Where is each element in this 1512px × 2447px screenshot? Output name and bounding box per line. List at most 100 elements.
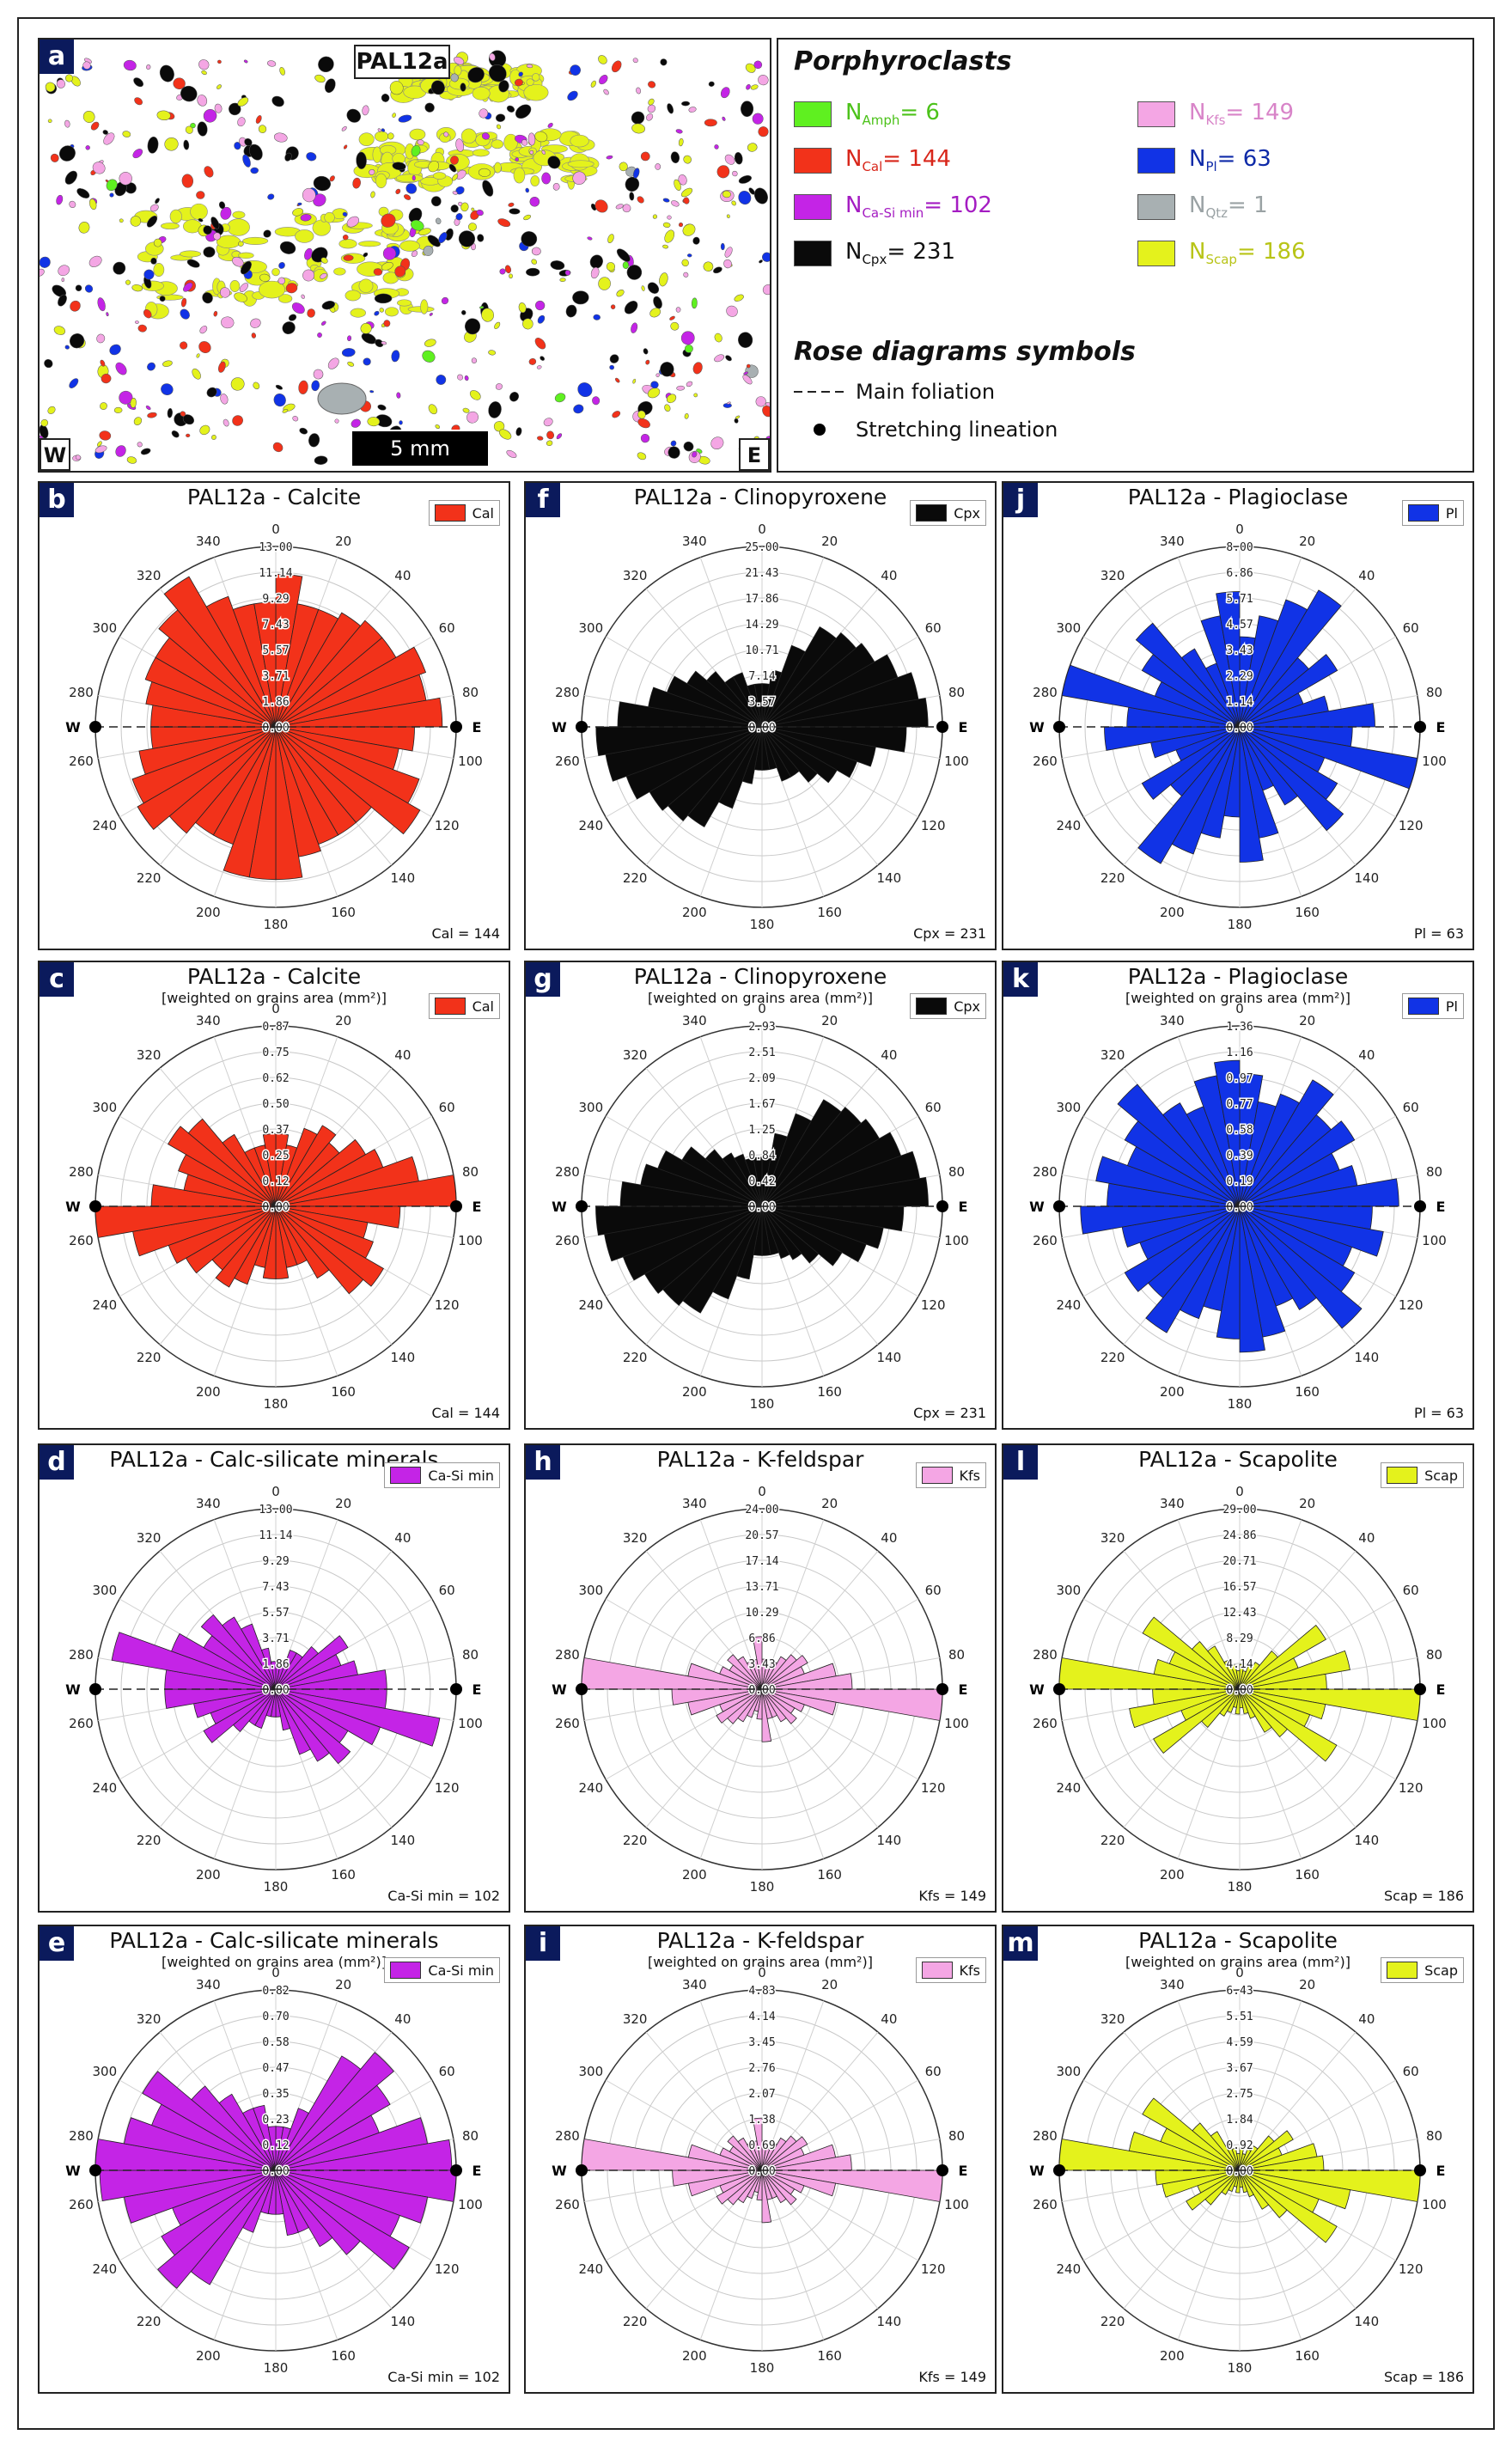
angle-label: 240 <box>1056 1297 1081 1313</box>
legend-item-label: NKfs= 149 <box>1189 100 1294 128</box>
angle-label: 100 <box>944 2197 969 2212</box>
angle-label: 0 <box>758 522 766 537</box>
angle-label: 320 <box>623 1530 648 1546</box>
rose-petal <box>1216 591 1241 728</box>
angle-label: 340 <box>1160 1977 1185 1992</box>
west-label: W <box>40 438 70 471</box>
grain-count: Kfs = 149 <box>918 2369 986 2385</box>
rose-petal <box>222 1133 277 1207</box>
angle-label: 140 <box>877 1350 902 1365</box>
angle-label: 180 <box>750 2360 775 2376</box>
rose-petal <box>752 2117 763 2171</box>
rose-petal <box>131 726 277 804</box>
rose-petal <box>1142 1616 1241 1690</box>
radial-tick-label: 0.62 <box>262 1072 289 1085</box>
angle-label: 280 <box>555 1647 580 1663</box>
angle-label: 220 <box>137 1350 162 1365</box>
radial-tick-label: 4.14 <box>1226 1658 1253 1671</box>
angle-label: 260 <box>1033 754 1058 769</box>
angle-label: 60 <box>1403 1100 1419 1115</box>
radial-tick-label: 2.51 <box>748 1047 775 1059</box>
angle-label: 80 <box>948 1164 965 1180</box>
angle-label: 200 <box>682 1867 707 1883</box>
radial-tick-label: 0.87 <box>262 1021 289 1034</box>
angle-label: 160 <box>1295 905 1320 920</box>
angle-label: 20 <box>1299 1496 1315 1511</box>
rose-chart: 0 20 40 60 80 100 120 140 160 180 200 220 240 260 280 3… <box>552 1001 969 1412</box>
legend-count: = 149 <box>1225 100 1295 126</box>
radial-tick-label: 12.43 <box>1222 1607 1256 1620</box>
rose-petal <box>761 2169 787 2204</box>
rose-petal <box>137 726 277 830</box>
rose-petal <box>1235 1669 1241 1690</box>
angle-label: 200 <box>1160 1867 1185 1883</box>
angle-label: 20 <box>335 1496 351 1511</box>
chart-subtitle: [weighted on grains area (mm²)] <box>1125 990 1350 1006</box>
radial-tick-label: 7.14 <box>748 670 775 683</box>
angle-label: 340 <box>682 1013 707 1028</box>
angle-label: 0 <box>758 1484 766 1499</box>
compass-west: W <box>65 1199 81 1215</box>
compass-east: E <box>959 1199 968 1215</box>
rose-petal <box>1214 1059 1241 1207</box>
grid-spoke <box>1177 2000 1241 2171</box>
lineation-dot-west <box>576 2164 588 2176</box>
legend-subscript: Kfs <box>1205 113 1226 129</box>
angle-label: 320 <box>623 2011 648 2027</box>
chart-subtitle: [weighted on grains area (mm²)] <box>162 1954 387 1970</box>
angle-label: 20 <box>1299 1977 1315 1992</box>
legend-count: = 6 <box>899 100 940 126</box>
rose-petal <box>222 1616 277 1690</box>
angle-label: 180 <box>1228 2360 1253 2376</box>
radial-tick-label: 0.77 <box>1226 1098 1253 1111</box>
radial-tick-label: 0.69 <box>748 2139 775 2152</box>
rose-petal <box>1141 726 1241 800</box>
legend-symbol: N <box>845 239 863 265</box>
rose-petal <box>203 1688 277 1743</box>
angle-label: 160 <box>1295 1384 1320 1400</box>
radial-tick-label: 0.37 <box>262 1124 289 1137</box>
legend-label: Cal <box>472 998 494 1015</box>
angle-label: 100 <box>458 2197 483 2212</box>
legend-subscript: Pl <box>1205 159 1217 175</box>
angle-label: 120 <box>435 2261 460 2277</box>
radial-tick-label: 6.86 <box>1226 567 1253 580</box>
angle-label: 180 <box>264 2360 289 2376</box>
radial-tick-label: 3.71 <box>262 670 289 683</box>
rose-petal <box>704 1149 763 1207</box>
rose-petal <box>761 726 792 782</box>
angle-label: 160 <box>331 1384 356 1400</box>
rose-petal <box>205 595 277 728</box>
legend-item-kfs: NKfs= 149 <box>1137 100 1294 129</box>
angle-label: 100 <box>1422 2197 1447 2212</box>
rose-petal <box>161 2169 277 2256</box>
rose-petal <box>1137 726 1241 864</box>
radial-tick-label: 0.92 <box>1226 2139 1253 2152</box>
rose-petal <box>1239 2169 1338 2243</box>
rose-chart: 0 20 40 60 80 100 120 140 160 180 200 220 240 260 280 3… <box>1029 1965 1447 2376</box>
legend-subscript: Ca-Si min <box>862 205 924 222</box>
angle-label: 20 <box>821 1013 838 1028</box>
compass-east: E <box>959 1681 968 1698</box>
angle-label: 240 <box>578 1780 603 1796</box>
angle-label: 200 <box>682 2348 707 2364</box>
rose-petal <box>657 1150 763 1207</box>
angle-label: 60 <box>925 1583 942 1598</box>
rose-panel-h: 0 20 40 60 80 100 120 140 160 180 200 220 240 260 280 3… <box>524 1443 997 1913</box>
radial-tick-label: 9.29 <box>262 593 289 606</box>
angle-label: 0 <box>1235 1001 1244 1016</box>
rose-chart: 0 20 40 60 80 100 120 140 160 180 200 220 240 260 280 3… <box>65 522 483 932</box>
angle-label: 280 <box>1033 1647 1058 1663</box>
angle-label: 60 <box>925 620 942 636</box>
angle-label: 220 <box>137 2314 162 2329</box>
legend-swatch <box>794 148 832 174</box>
rose-petal <box>1239 726 1344 832</box>
rose-petal <box>1128 2131 1241 2171</box>
rose-petal <box>1162 1102 1241 1207</box>
angle-label: 40 <box>881 568 897 583</box>
lineation-dot-west <box>1053 2164 1065 2176</box>
scale-bar: 5 mm <box>351 430 490 467</box>
radial-tick-label: 14.29 <box>745 619 778 632</box>
rose-petal <box>262 1133 277 1207</box>
rose-petal <box>1186 2169 1241 2211</box>
